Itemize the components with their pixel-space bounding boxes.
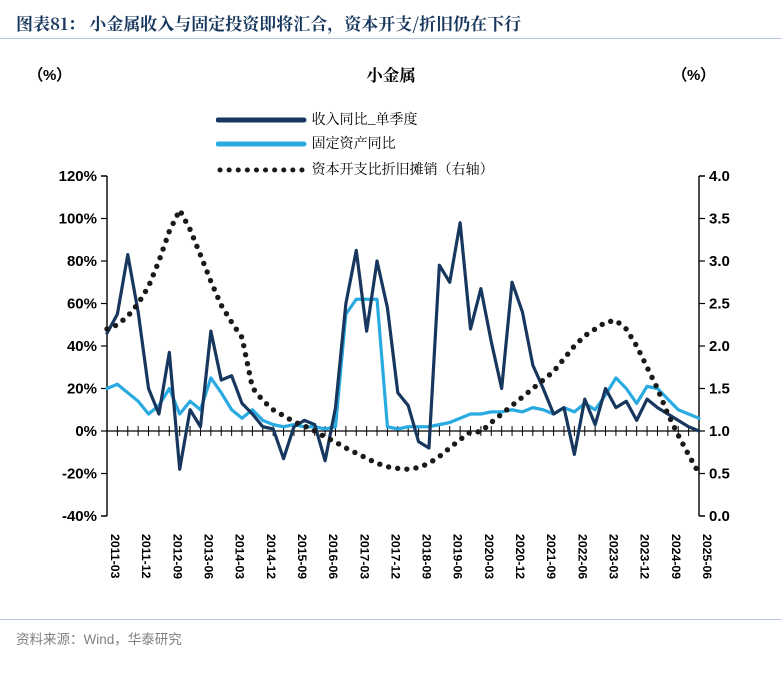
svg-text:2.5: 2.5 xyxy=(709,296,730,313)
svg-text:2014-12: 2014-12 xyxy=(264,534,278,579)
svg-text:2014-03: 2014-03 xyxy=(233,534,247,579)
svg-text:2015-09: 2015-09 xyxy=(295,534,309,579)
svg-text:2011-12: 2011-12 xyxy=(139,534,153,579)
svg-text:2013-06: 2013-06 xyxy=(201,534,215,579)
svg-text:60%: 60% xyxy=(67,296,97,313)
svg-text:2023-03: 2023-03 xyxy=(607,534,621,579)
svg-text:2017-12: 2017-12 xyxy=(388,534,402,579)
svg-text:20%: 20% xyxy=(67,381,97,398)
svg-text:2023-12: 2023-12 xyxy=(638,534,652,579)
svg-text:2022-06: 2022-06 xyxy=(575,534,589,579)
svg-text:2020-03: 2020-03 xyxy=(482,534,496,579)
svg-text:2012-09: 2012-09 xyxy=(170,534,184,579)
svg-text:1.5: 1.5 xyxy=(709,381,730,398)
svg-text:0.0: 0.0 xyxy=(709,508,730,525)
svg-text:0.5: 0.5 xyxy=(709,466,730,483)
svg-text:2025-06: 2025-06 xyxy=(700,534,714,579)
svg-text:3.5: 3.5 xyxy=(709,211,730,228)
svg-text:2017-03: 2017-03 xyxy=(357,534,371,579)
svg-text:80%: 80% xyxy=(67,253,97,270)
svg-text:100%: 100% xyxy=(59,211,97,228)
svg-text:2024-09: 2024-09 xyxy=(669,534,683,579)
svg-text:2016-06: 2016-06 xyxy=(326,534,340,579)
svg-text:2.0: 2.0 xyxy=(709,338,730,355)
svg-text:2011-03: 2011-03 xyxy=(108,534,122,579)
svg-text:120%: 120% xyxy=(59,168,97,185)
svg-text:-40%: -40% xyxy=(62,508,97,525)
svg-text:0%: 0% xyxy=(75,423,97,440)
svg-text:1.0: 1.0 xyxy=(709,423,730,440)
svg-text:3.0: 3.0 xyxy=(709,253,730,270)
svg-text:2019-06: 2019-06 xyxy=(451,534,465,579)
svg-text:4.0: 4.0 xyxy=(709,168,730,185)
svg-text:40%: 40% xyxy=(67,338,97,355)
svg-text:2020-12: 2020-12 xyxy=(513,534,527,579)
svg-text:-20%: -20% xyxy=(62,466,97,483)
svg-text:2021-09: 2021-09 xyxy=(544,534,558,579)
svg-text:2018-09: 2018-09 xyxy=(420,534,434,579)
